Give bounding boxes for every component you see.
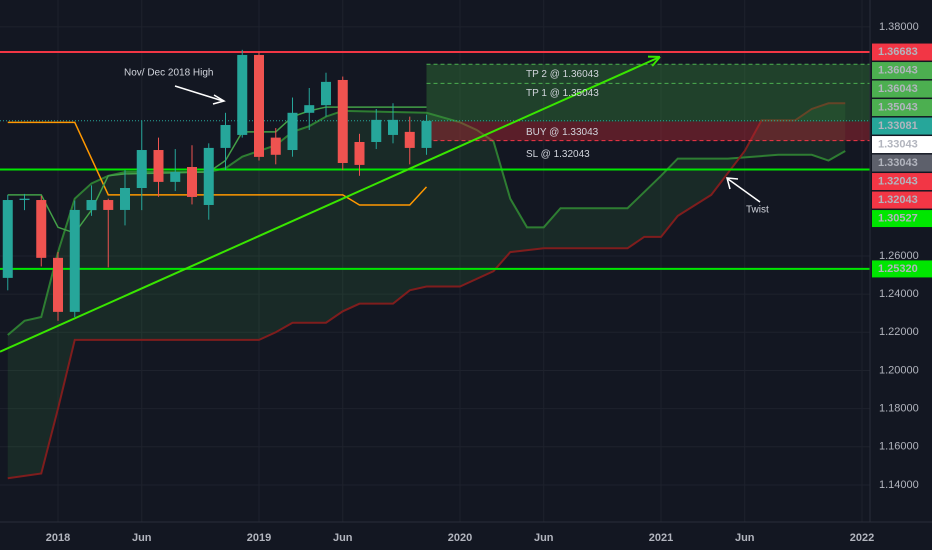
- price-label-bg: [872, 62, 932, 80]
- candle-body: [304, 105, 315, 113]
- price-label: 1.33043: [878, 138, 918, 150]
- annotation: Nov/ Dec 2018 High: [124, 68, 214, 79]
- candle-body: [237, 54, 248, 135]
- price-label: 1.35043: [878, 101, 918, 113]
- y-tick-label: 1.24000: [879, 288, 919, 300]
- price-label: 1.36043: [878, 83, 918, 95]
- price-label-bg: [872, 173, 932, 191]
- cloud-span: [7, 109, 846, 336]
- plot-area: [0, 0, 870, 522]
- price-label: 1.33043: [878, 157, 918, 169]
- y-tick-label: 1.38000: [879, 21, 919, 33]
- price-label: 1.36683: [878, 46, 918, 58]
- candle-body: [86, 200, 97, 211]
- candle-body: [153, 150, 164, 182]
- candle-body: [354, 141, 365, 165]
- price-label: 1.32043: [878, 194, 918, 206]
- price-label: 1.25320: [878, 263, 918, 275]
- annotation-arrow: [174, 85, 226, 105]
- candle-body: [136, 150, 147, 188]
- position-label: BUY @ 1.33043: [526, 127, 599, 138]
- candle-body: [270, 137, 281, 155]
- indicator-line: [7, 121, 428, 206]
- profit-zone: [426, 64, 870, 122]
- candle-body: [371, 119, 382, 142]
- x-tick-label: Jun: [333, 532, 353, 544]
- y-tick-label: 1.26000: [879, 250, 919, 262]
- candle-body: [404, 131, 415, 148]
- y-tick-label: 1.18000: [879, 403, 919, 415]
- price-label-bg: [872, 154, 932, 172]
- loss-zone: [426, 121, 870, 141]
- price-label-bg: [872, 80, 932, 98]
- trend-arrow-head: [647, 55, 661, 67]
- candle-body: [170, 171, 181, 182]
- price-label-bg: [872, 43, 932, 61]
- x-tick-label: 2022: [850, 532, 874, 544]
- price-label-bg: [872, 117, 932, 135]
- annotation: Twist: [746, 205, 769, 216]
- cloud-span: [7, 102, 846, 480]
- candle-body: [19, 198, 30, 201]
- cloud-fill: [7, 103, 846, 479]
- y-tick-label: 1.20000: [879, 364, 919, 376]
- candle-body: [287, 112, 298, 151]
- candle-body: [254, 54, 265, 157]
- x-tick-label: Jun: [132, 532, 152, 544]
- price-label: 1.32043: [878, 175, 918, 187]
- position-label: SL @ 1.32043: [526, 149, 590, 160]
- price-label: 1.36043: [878, 64, 918, 76]
- price-label-bg: [872, 136, 932, 154]
- candle-body: [103, 200, 114, 210]
- candle-body: [69, 209, 80, 312]
- y-tick-label: 1.22000: [879, 326, 919, 338]
- candle-body: [53, 257, 64, 312]
- position-label: TP 2 @ 1.36043: [526, 69, 599, 80]
- candle-body: [220, 125, 231, 148]
- candle-body: [120, 187, 131, 210]
- x-tick-label: 2018: [46, 532, 70, 544]
- annotation-arrow: [725, 177, 761, 203]
- candle-body: [387, 119, 398, 135]
- x-tick-label: 2021: [649, 532, 673, 544]
- position-label: TP 1 @ 1.35043: [526, 88, 599, 99]
- x-tick-label: Jun: [735, 532, 755, 544]
- candle-body: [337, 79, 348, 163]
- price-label-bg: [872, 260, 932, 278]
- price-label: 1.30527: [878, 212, 918, 224]
- candle-body: [2, 200, 13, 278]
- candle-body: [203, 147, 214, 205]
- x-tick-label: Jun: [534, 532, 554, 544]
- price-label-bg: [872, 210, 932, 228]
- y-tick-label: 1.14000: [879, 479, 919, 491]
- price-label-bg: [872, 99, 932, 117]
- price-label: 1.33081: [878, 120, 918, 132]
- x-tick-label: 2020: [448, 532, 472, 544]
- y-tick-label: 1.16000: [879, 441, 919, 453]
- trend-line: [0, 55, 661, 353]
- candle-body: [36, 200, 47, 258]
- x-tick-label: 2019: [247, 532, 271, 544]
- candle-body: [187, 167, 198, 197]
- candle-body: [321, 81, 332, 106]
- candle-body: [421, 120, 432, 148]
- price-label-bg: [872, 191, 932, 209]
